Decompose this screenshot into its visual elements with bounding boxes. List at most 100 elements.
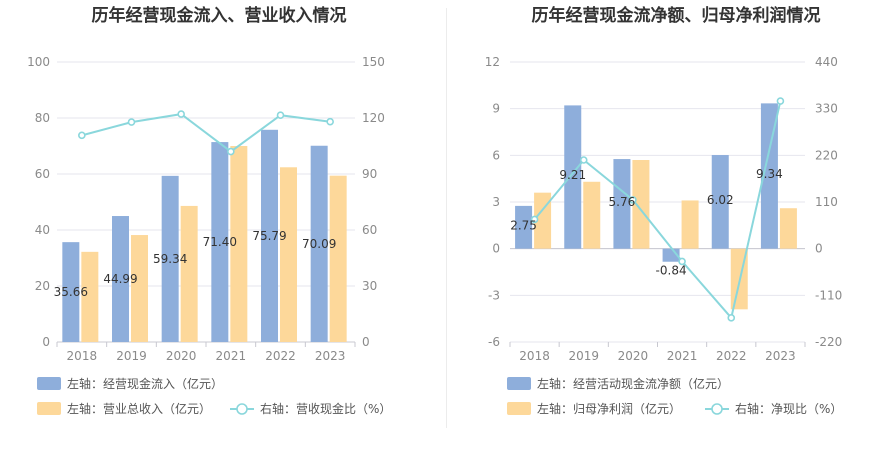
bar-primary <box>515 205 533 249</box>
right-axis-tick-label: -220 <box>815 335 842 349</box>
x-axis-tick-label: 2022 <box>716 349 747 363</box>
x-axis-tick-label: 2019 <box>116 349 147 363</box>
ratio-point <box>727 314 736 322</box>
bar-secondary <box>632 160 650 249</box>
x-axis-tick-label: 2022 <box>265 349 296 363</box>
bar-primary <box>613 159 631 249</box>
legend-label: 右轴：营收现金比（%） <box>260 401 391 416</box>
chart-title: 历年经营现金流净额、归母净利润情况 <box>532 5 821 26</box>
bar-data-label: 9.21 <box>559 168 586 182</box>
bar-data-label: 70.09 <box>302 237 336 251</box>
ratio-point <box>127 118 136 126</box>
bar-secondary <box>180 205 198 342</box>
cash-inflow-revenue-chart: 历年经营现金流入、营业收入情况 0 20 40 60 80 100 0 30 60 90 120 15… <box>27 5 391 416</box>
legend-marker <box>711 403 723 415</box>
bar-data-label: 9.34 <box>756 167 783 181</box>
bar-data-label: 59.34 <box>153 252 187 266</box>
x-axis-tick-label: 2020 <box>618 349 649 363</box>
right-axis-tick-label: 0 <box>815 242 823 256</box>
x-axis-tick-label: 2020 <box>166 349 197 363</box>
bar-data-label: 5.76 <box>609 195 636 209</box>
bar-primary <box>310 145 328 342</box>
left-axis-tick-label: 20 <box>35 279 50 293</box>
x-axis-tick-label: 2023 <box>315 349 346 363</box>
right-axis-tick-label: 30 <box>362 279 377 293</box>
ratio-point <box>177 110 185 118</box>
legend-label: 右轴：净现比（%） <box>735 401 842 416</box>
bar-data-label: 71.40 <box>203 235 237 249</box>
chart-panel-right: 历年经营现金流净额、归母净利润情况 -6 -3 0 3 6 9 12 -220 -110 0 110… <box>447 0 893 458</box>
bar-primary <box>62 242 80 342</box>
legend-swatch <box>507 402 531 415</box>
ratio-point <box>579 156 588 164</box>
net-cash-profit-chart: 历年经营现金流净额、归母净利润情况 -6 -3 0 3 6 9 12 -220 -110 0 110… <box>485 5 843 416</box>
left-axis-tick-label: 40 <box>35 223 50 237</box>
right-axis-tick-label: 60 <box>362 223 377 237</box>
legend-label: 左轴：归母净利润（亿元） <box>537 401 681 416</box>
bar-data-label: -0.84 <box>656 264 687 278</box>
ratio-point <box>678 257 686 266</box>
left-axis-tick-label: 60 <box>35 167 50 181</box>
bar-secondary <box>131 235 148 342</box>
bar-primary <box>211 142 229 342</box>
bar-primary <box>564 105 582 249</box>
bar-data-label: 2.75 <box>510 218 537 232</box>
chart-panel-left: 历年经营现金流入、营业收入情况 0 20 40 60 80 100 0 30 60 90 120 15… <box>0 0 446 458</box>
bar-secondary <box>534 192 552 249</box>
legend-label: 左轴：经营现金流入（亿元） <box>67 376 223 391</box>
ratio-point <box>530 215 539 224</box>
x-axis-tick-label: 2019 <box>568 349 599 363</box>
right-axis-tick-label: 90 <box>362 167 377 181</box>
left-axis-tick-label: 9 <box>492 102 500 116</box>
x-axis-tick-label: 2018 <box>67 349 98 363</box>
right-axis-tick-label: 150 <box>362 55 385 69</box>
legend-label: 左轴：营业总收入（亿元） <box>67 401 211 416</box>
right-axis-tick-label: 110 <box>815 195 838 209</box>
bar-secondary <box>583 181 601 249</box>
chart-title: 历年经营现金流入、营业收入情况 <box>92 5 347 26</box>
left-axis-tick-label: 0 <box>42 335 50 349</box>
panel-divider <box>446 8 447 428</box>
ratio-point <box>326 117 334 126</box>
left-axis-tick-label: 6 <box>492 148 500 162</box>
bar-secondary <box>681 200 699 249</box>
bar-primary <box>261 129 278 342</box>
right-axis-tick-label: 330 <box>815 102 838 116</box>
ratio-point <box>227 147 235 156</box>
ratio-line <box>533 100 782 320</box>
left-axis-tick-label: 12 <box>485 55 500 69</box>
x-axis-tick-label: 2023 <box>765 349 796 363</box>
bar-secondary <box>81 251 99 342</box>
legend-marker <box>236 403 248 415</box>
ratio-point <box>629 196 637 204</box>
left-axis-tick-label: -3 <box>488 288 500 302</box>
x-axis-tick-label: 2021 <box>216 349 247 363</box>
legend-label: 左轴：经营活动现金流净额（亿元） <box>537 376 729 391</box>
bar-data-label: 35.66 <box>54 285 88 299</box>
left-axis-tick-label: 100 <box>27 55 50 69</box>
right-axis-tick-label: 440 <box>815 55 838 69</box>
legend-swatch <box>37 402 61 415</box>
right-axis-tick-label: 0 <box>362 335 370 349</box>
bar-data-label: 44.99 <box>103 272 137 286</box>
x-axis-tick-label: 2018 <box>519 349 550 363</box>
right-axis-tick-label: 120 <box>362 111 385 125</box>
bar-secondary <box>280 167 297 342</box>
x-axis-tick-label: 2021 <box>667 349 698 363</box>
ratio-line <box>81 113 331 153</box>
bar-primary <box>711 155 729 249</box>
ratio-point <box>276 111 285 119</box>
left-axis-tick-label: 80 <box>35 111 50 125</box>
bar-primary <box>161 175 179 342</box>
right-axis-tick-label: -110 <box>815 288 842 302</box>
right-axis-tick-label: 220 <box>815 148 838 162</box>
legend-swatch <box>507 377 531 390</box>
bar-primary <box>760 103 778 249</box>
bar-data-label: 6.02 <box>707 193 734 207</box>
bar-primary <box>112 216 129 342</box>
bar-data-label: 75.79 <box>252 229 286 243</box>
left-axis-tick-label: 3 <box>492 195 500 209</box>
left-axis-tick-label: 0 <box>492 242 500 256</box>
ratio-point <box>776 97 785 105</box>
bar-secondary <box>329 175 347 342</box>
